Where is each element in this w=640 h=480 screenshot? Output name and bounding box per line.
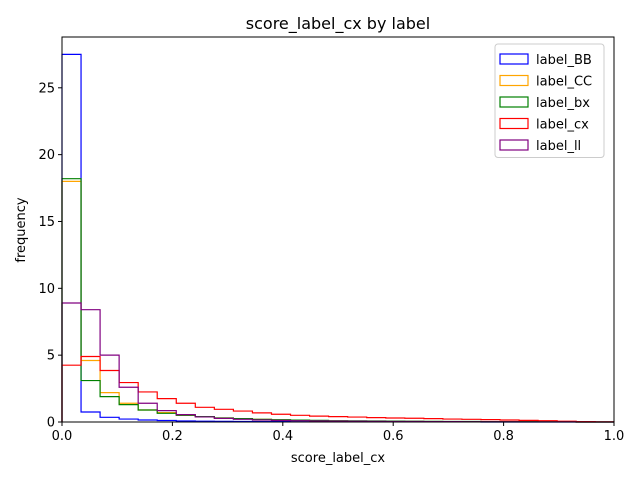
series-label_cx-step xyxy=(61,355,615,423)
legend-swatch-label_CC xyxy=(499,74,529,87)
legend-label-label_bx: label_bx xyxy=(536,96,590,111)
legend-label-label_cx: label_cx xyxy=(536,118,589,133)
legend-swatch-label_bx xyxy=(499,96,529,108)
x-tick-label: 0.6 xyxy=(383,429,404,444)
plot-area xyxy=(61,36,615,423)
x-axis: 0.0 0.2 0.4 0.6 0.8 1.0 xyxy=(52,422,625,444)
y-tick-label: 15 xyxy=(38,215,55,230)
y-axis: 0 5 10 15 20 25 xyxy=(38,81,62,431)
legend-label-label_BB: label_BB xyxy=(536,53,592,68)
y-tick-label: 10 xyxy=(38,282,55,297)
y-tick-label: 25 xyxy=(38,81,55,96)
legend-label-label_ll: label_ll xyxy=(536,139,581,154)
legend-swatch-label_ll xyxy=(499,139,529,151)
y-axis-title: frequency xyxy=(14,197,29,263)
legend: label_BB label_CC label_bx label_cx label_ll xyxy=(494,43,605,158)
x-tick-label: 1.0 xyxy=(604,429,625,444)
legend-swatch-label_cx xyxy=(499,117,529,130)
x-tick-label: 0.2 xyxy=(162,429,183,444)
chart-title: score_label_cx by label xyxy=(246,14,430,34)
legend-label-label_CC: label_CC xyxy=(536,75,592,90)
y-tick-label: 20 xyxy=(38,148,55,163)
x-tick-label: 0.4 xyxy=(272,429,293,444)
axes-frame xyxy=(61,36,615,423)
x-tick-label: 0.8 xyxy=(493,429,514,444)
x-tick-label: 0.0 xyxy=(52,429,73,444)
y-tick-label: 5 xyxy=(47,349,55,364)
x-axis-title: score_label_cx xyxy=(291,451,386,466)
legend-swatch-label_BB xyxy=(499,53,529,65)
y-tick-label: 0 xyxy=(47,416,55,431)
legend-box xyxy=(494,43,605,158)
